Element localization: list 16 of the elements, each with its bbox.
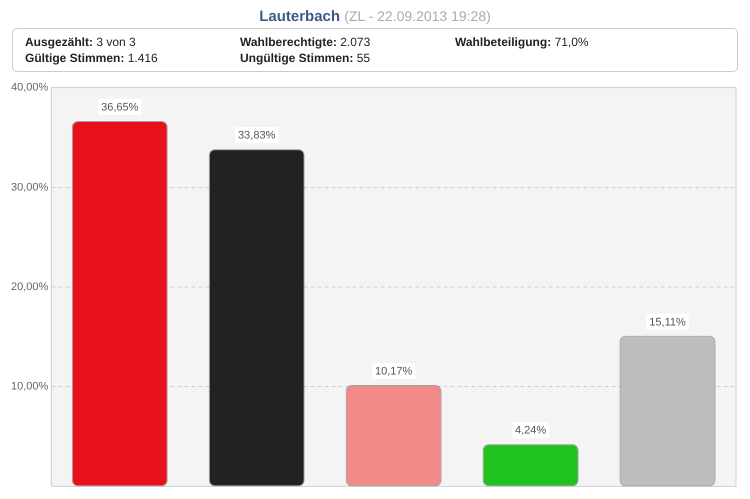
- data-label: 15,11%: [649, 316, 686, 328]
- data-label: 36,65%: [101, 102, 139, 114]
- y-tick-label: 20,00%: [10, 281, 49, 294]
- text: Wahlberechtigte: 2.073: [240, 35, 370, 49]
- text: Ungültige Stimmen: 55: [240, 51, 370, 65]
- chart-subtitle: (ZL - 22.09.2013 19:28): [344, 8, 491, 24]
- y-tick-label: 10,00%: [10, 380, 49, 393]
- text: Wahlbeteiligung: 71,0%: [455, 35, 589, 49]
- text: Ausgezählt: 3 von 3: [25, 35, 136, 49]
- data-label: 4,24%: [514, 424, 546, 437]
- y-tick-label: 30,00%: [10, 181, 49, 194]
- data-label: 10,17%: [375, 366, 413, 378]
- y-tick-label: 40,00%: [10, 82, 49, 94]
- chart-title: Lauterbach: [259, 8, 340, 25]
- data-label: 33,83%: [238, 130, 276, 142]
- text: Gültige Stimmen: 1.416: [25, 51, 158, 65]
